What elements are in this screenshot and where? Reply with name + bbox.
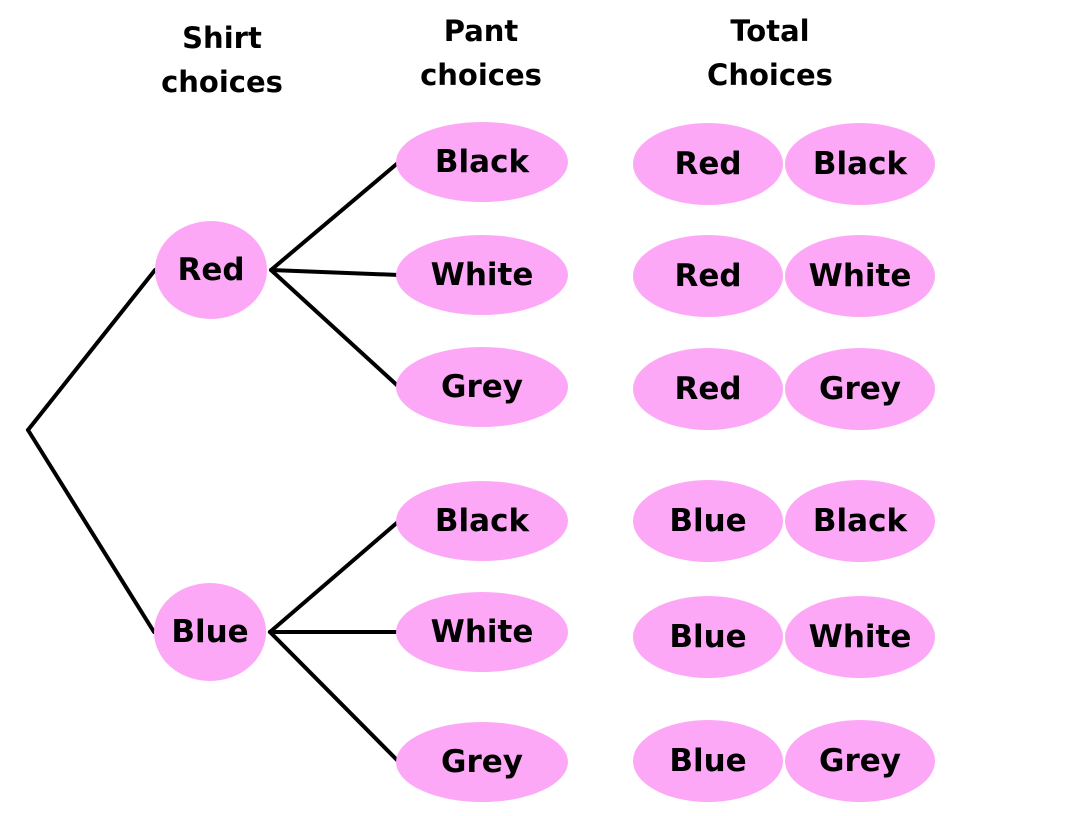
total-pant-5: Grey — [785, 720, 935, 802]
header-pant-line2: choices — [420, 58, 542, 92]
branch-blue-to-black — [268, 519, 401, 634]
shirt-node-red: Red — [155, 221, 267, 319]
header-pant-choices: Pant choices — [391, 9, 571, 97]
shirt-node-blue: Blue — [154, 583, 266, 681]
pant-node-red-black: Black — [396, 122, 568, 202]
header-total-line2: Choices — [707, 58, 833, 92]
header-shirt-line1: Shirt — [182, 21, 262, 55]
total-shirt-4: Blue — [633, 596, 783, 678]
pant-node-blue-grey: Grey — [396, 722, 568, 802]
header-shirt-choices: Shirt choices — [132, 16, 312, 104]
header-pant-line1: Pant — [443, 14, 519, 48]
total-shirt-1: Red — [633, 235, 783, 317]
branch-red-to-grey — [269, 268, 401, 389]
branch-red-to-black — [269, 160, 401, 272]
header-total-line1: Total — [730, 14, 810, 48]
total-pant-4: White — [785, 596, 935, 678]
branch-root-to-red — [26, 268, 157, 432]
total-shirt-5: Blue — [633, 720, 783, 802]
total-pant-0: Black — [785, 123, 935, 205]
header-shirt-line2: choices — [161, 65, 283, 99]
total-shirt-3: Blue — [633, 480, 783, 562]
branch-root-to-blue — [26, 428, 156, 634]
total-pant-2: Grey — [785, 348, 935, 430]
header-total-choices: Total Choices — [680, 9, 860, 97]
total-pant-3: Black — [785, 480, 935, 562]
pant-node-blue-black: Black — [396, 481, 568, 561]
pant-node-blue-white: White — [396, 592, 568, 672]
pant-node-red-white: White — [396, 235, 568, 315]
pant-node-red-grey: Grey — [396, 347, 568, 427]
branch-red-to-white — [269, 268, 401, 277]
total-shirt-2: Red — [633, 348, 783, 430]
branch-blue-to-grey — [268, 630, 401, 764]
total-pant-1: White — [785, 235, 935, 317]
total-shirt-0: Red — [633, 123, 783, 205]
